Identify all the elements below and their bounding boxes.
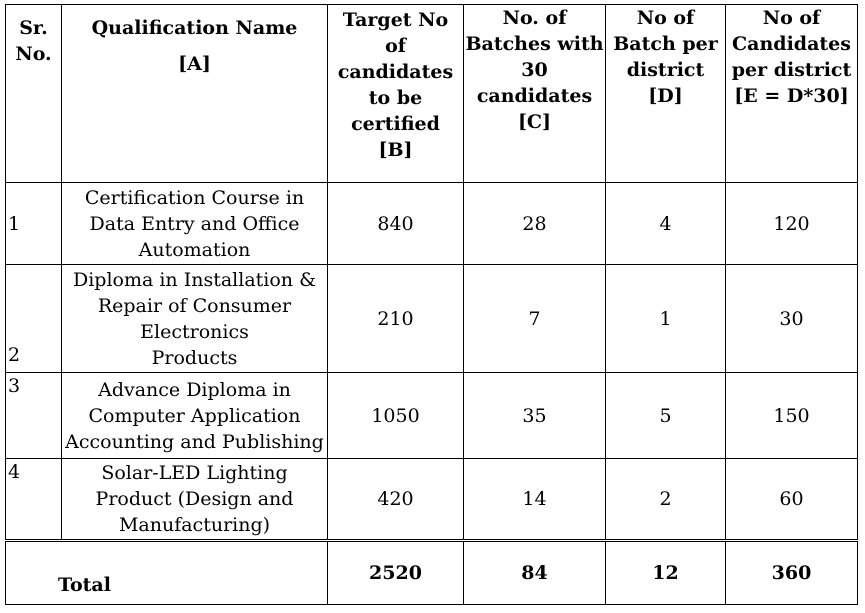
total-row: Total 2520 84 12 360	[5, 539, 858, 605]
total-candidates-per-district-cell: 360	[725, 539, 858, 605]
header-target-candidates: Target No of candidates to be certified …	[327, 4, 464, 183]
candidates-per-district-cell: 60	[725, 458, 858, 541]
batches-cell: 7	[463, 264, 606, 373]
target-cell: 1050	[327, 372, 464, 459]
qualification-cell: Diploma in Installation & Repair of Cons…	[61, 264, 328, 373]
qualification-cell: Certification Course in Data Entry and O…	[61, 182, 328, 265]
header-batches: No. of Batches with 30 candidates [C]	[463, 4, 606, 183]
header-row: Sr. No. Qualification Name [A] Target No…	[5, 4, 858, 183]
qualification-table: Sr. No. Qualification Name [A] Target No…	[5, 4, 858, 605]
target-cell: 840	[327, 182, 464, 265]
sr-cell: 4	[5, 458, 62, 541]
candidates-per-district-cell: 30	[725, 264, 858, 373]
table-row: 2 Diploma in Installation & Repair of Co…	[5, 264, 858, 373]
qualification-cell: Solar-LED Lighting Product (Design and M…	[61, 458, 328, 541]
total-label: Total	[5, 539, 328, 605]
candidates-per-district-cell: 120	[725, 182, 858, 265]
header-sr-no: Sr. No.	[5, 4, 62, 183]
qualification-cell: Advance Diploma in Computer Application …	[61, 372, 328, 459]
batch-per-district-cell: 2	[605, 458, 726, 541]
header-batch-per-district: No of Batch per district [D]	[605, 4, 726, 183]
header-qualification-name: Qualification Name [A]	[61, 4, 328, 183]
sr-cell: 3	[5, 372, 62, 459]
target-cell: 420	[327, 458, 464, 541]
batch-per-district-cell: 4	[605, 182, 726, 265]
total-batch-per-district-cell: 12	[605, 539, 726, 605]
table-row: 3 Advance Diploma in Computer Applicatio…	[5, 372, 858, 459]
candidates-per-district-cell: 150	[725, 372, 858, 459]
target-cell: 210	[327, 264, 464, 373]
total-target-cell: 2520	[327, 539, 464, 605]
batches-cell: 14	[463, 458, 606, 541]
total-batches-cell: 84	[463, 539, 606, 605]
table-row: 4 Solar-LED Lighting Product (Design and…	[5, 458, 858, 541]
batches-cell: 35	[463, 372, 606, 459]
table-row: 1 Certification Course in Data Entry and…	[5, 182, 858, 265]
batch-per-district-cell: 5	[605, 372, 726, 459]
header-candidates-per-district: No of Candidates per district [E = D*30]	[725, 4, 858, 183]
sr-cell: 2	[5, 264, 62, 373]
batch-per-district-cell: 1	[605, 264, 726, 373]
batches-cell: 28	[463, 182, 606, 265]
sr-cell: 1	[5, 182, 62, 265]
qualification-table-document: Sr. No. Qualification Name [A] Target No…	[5, 4, 858, 607]
